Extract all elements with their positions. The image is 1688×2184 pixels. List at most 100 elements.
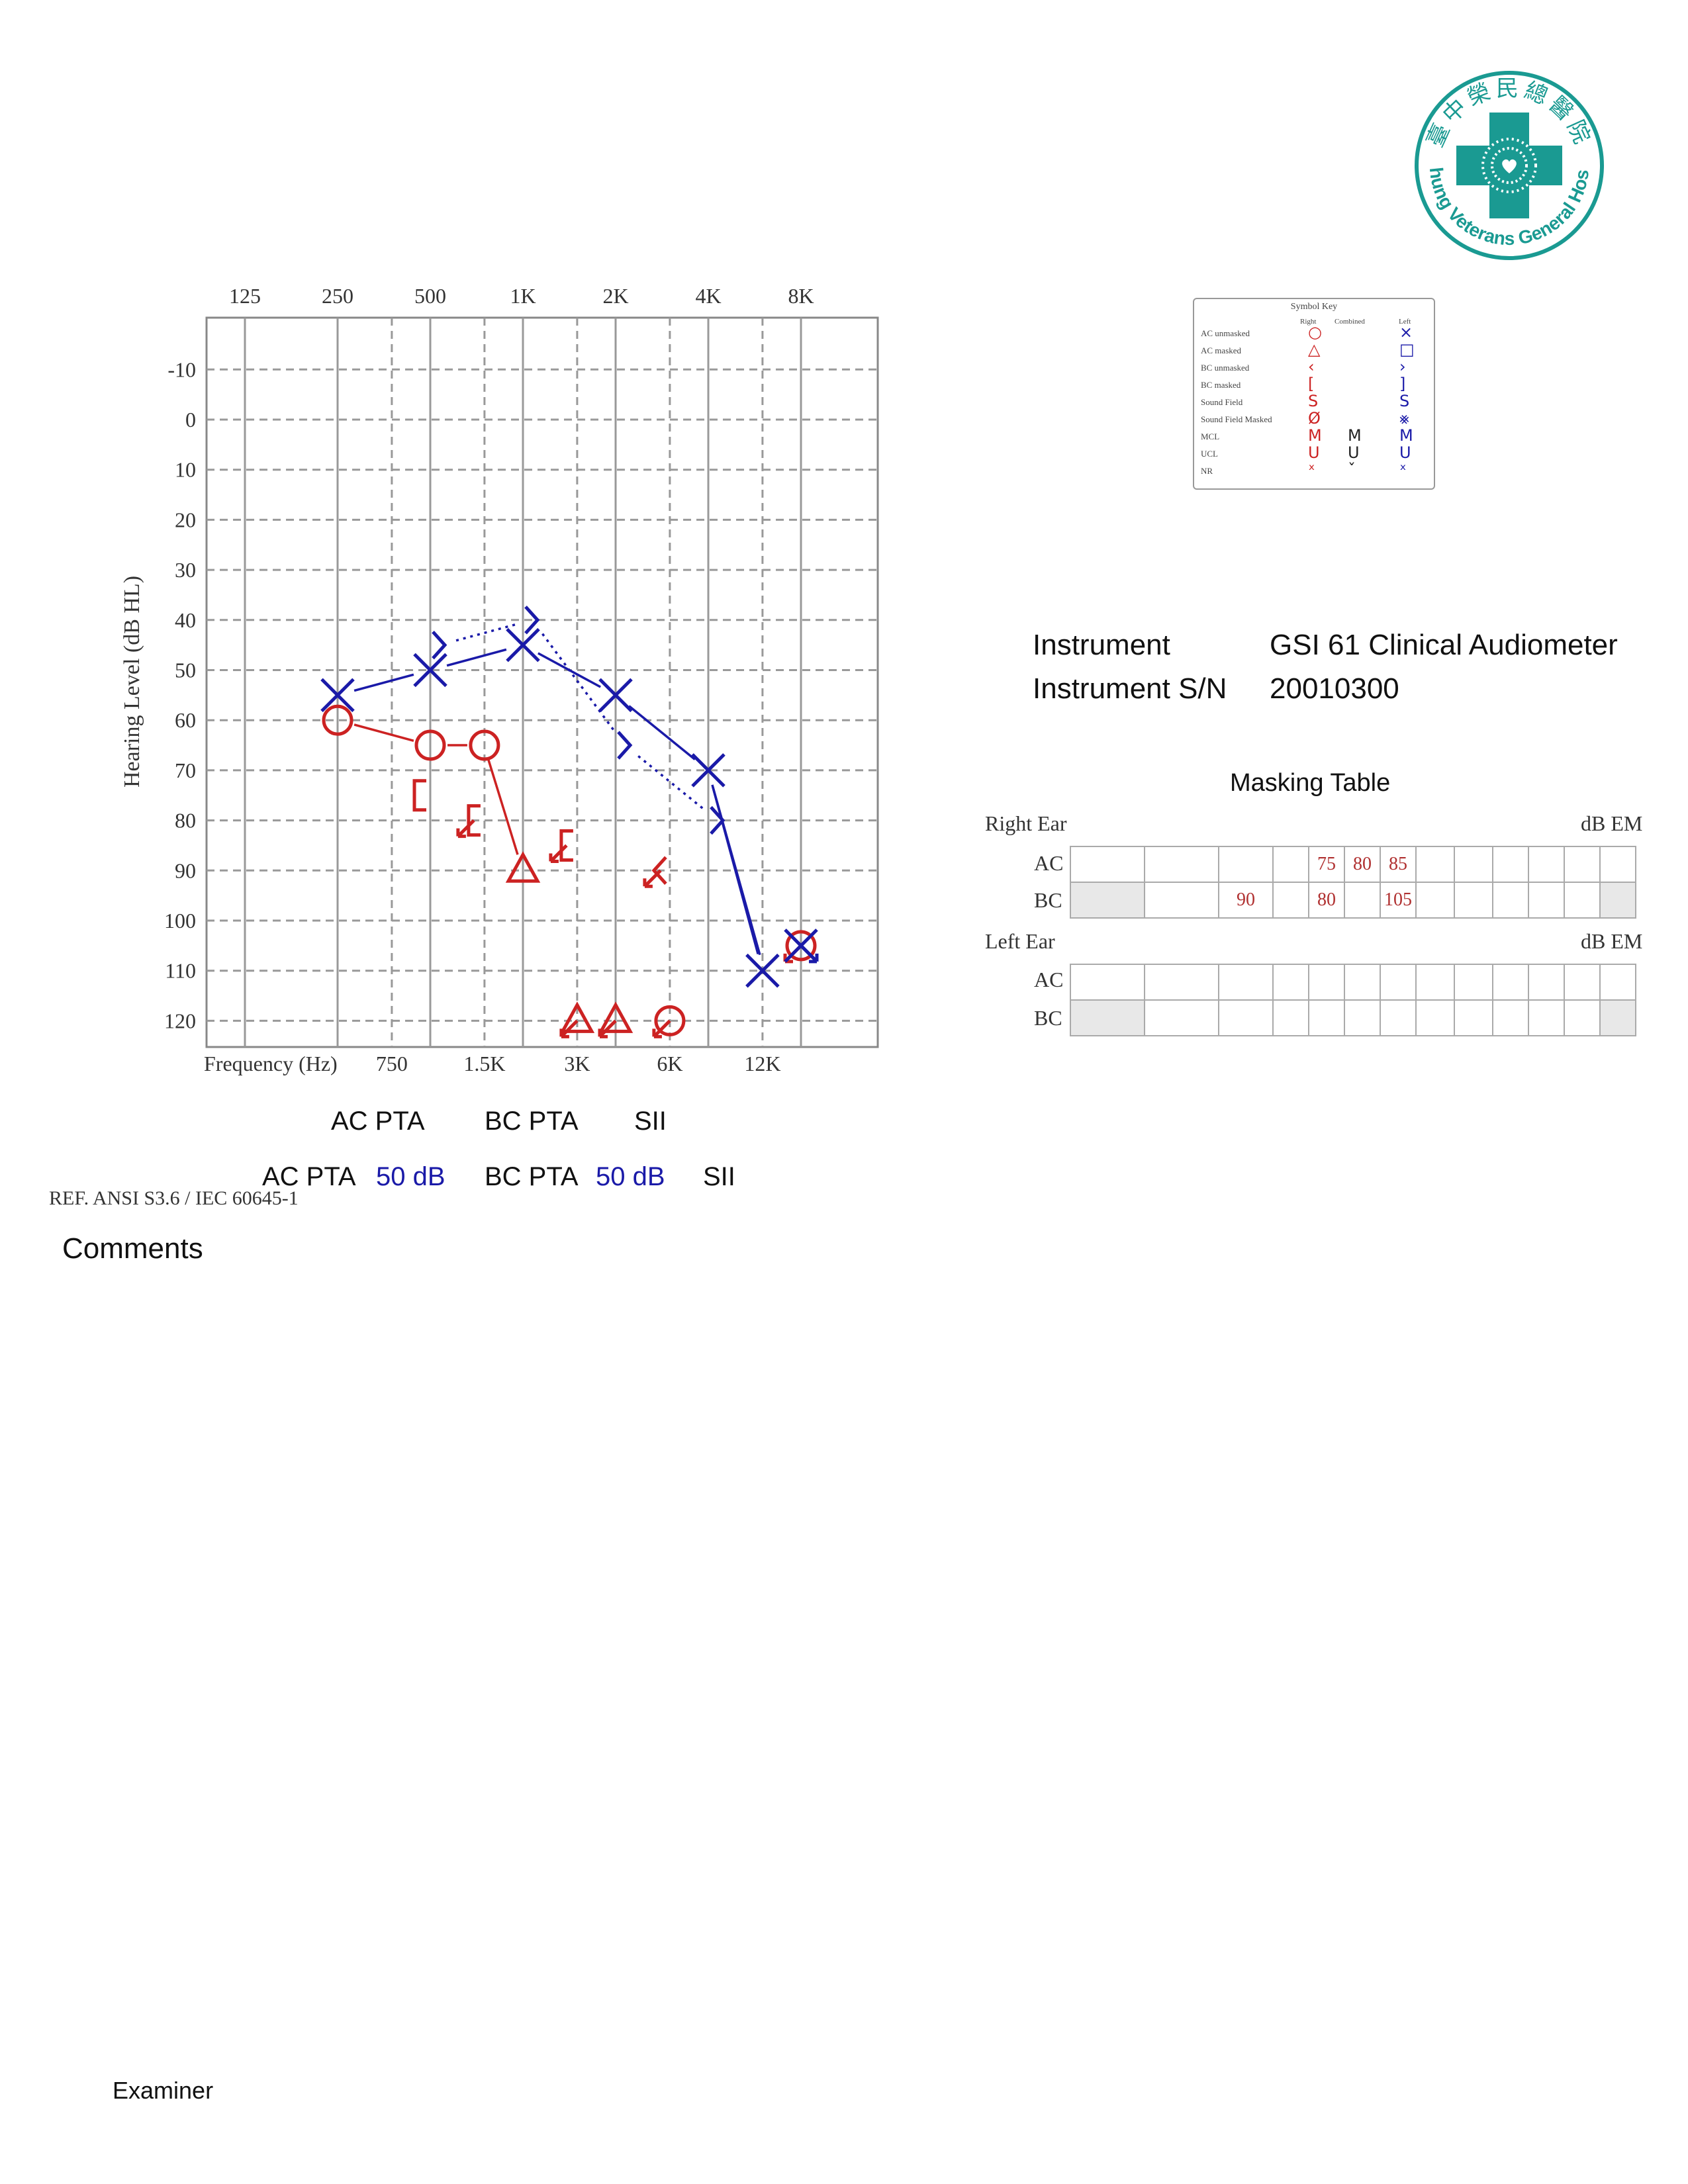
- x-tick-label-bottom: 750: [376, 1052, 408, 1075]
- masking-cell: [1492, 999, 1529, 1036]
- x-tick-label-top: 500: [414, 284, 446, 308]
- masking-cell: [1415, 964, 1455, 1001]
- masking-cell: [1144, 999, 1219, 1036]
- symbol-key-combined-symbol: ˇ: [1348, 461, 1356, 479]
- y-tick-label: 70: [175, 758, 196, 782]
- no-response-arrow: [559, 1019, 579, 1038]
- symbol-key: Symbol Key Right Combined Left AC unmask…: [1193, 298, 1435, 490]
- ac-unmasked-point: [785, 930, 817, 962]
- masking-cell: [1144, 964, 1219, 1001]
- bc-left-point: [524, 606, 540, 635]
- pta-ac-label-top: AC PTA: [331, 1107, 425, 1136]
- masking-cell: [1492, 964, 1529, 1001]
- series-connector: [353, 723, 414, 742]
- symbol-key-left-symbol: ×: [1399, 323, 1413, 341]
- masking-cell: [1415, 846, 1455, 883]
- no-response-arrow: [456, 819, 475, 839]
- instrument-label: Instrument: [1033, 629, 1170, 661]
- series-connector: [487, 759, 519, 855]
- symbol-key-left-symbol: □: [1399, 340, 1415, 359]
- instrument-sn-label: Instrument S/N: [1033, 672, 1227, 705]
- masking-cell: [1308, 964, 1345, 1001]
- symbol-key-right-symbol: ˣ: [1308, 461, 1315, 479]
- symbol-key-row-label: BC masked: [1201, 380, 1241, 390]
- left-bc-row: [1070, 999, 1636, 1036]
- examiner-label: Examiner: [113, 2077, 214, 2104]
- pta-ac-label: AC PTA: [262, 1162, 356, 1191]
- x-tick-label-top: 4K: [695, 284, 721, 308]
- left-bc-label: BC: [1034, 1006, 1062, 1030]
- masking-cell: [1144, 882, 1219, 919]
- masking-cell: [1599, 846, 1636, 883]
- series-connector: [353, 673, 414, 692]
- ac-masked-point: [559, 1001, 595, 1033]
- symbol-key-combined-symbol: U: [1348, 443, 1360, 462]
- masking-cell: [1272, 882, 1309, 919]
- masking-cell: [1599, 999, 1636, 1036]
- y-tick-label: 0: [185, 408, 196, 432]
- symbol-key-row-label: Sound Field Masked: [1201, 414, 1272, 424]
- x-tick-label-top: 250: [322, 284, 353, 308]
- masking-table-title: Masking Table: [1230, 769, 1391, 797]
- symbol-key-left-symbol: M: [1399, 426, 1413, 445]
- masking-cell: 80: [1344, 846, 1381, 883]
- symbol-key-left-symbol: S: [1399, 392, 1410, 410]
- left-ear-masking-table: [1070, 964, 1636, 1036]
- right-ear-label: Right Ear: [985, 811, 1067, 835]
- symbol-key-left-symbol: ›: [1399, 357, 1406, 376]
- ac-left-point: [745, 953, 780, 988]
- no-response-arrow: [800, 944, 819, 964]
- ac-masked-point: [505, 851, 541, 883]
- ac-unmasked-point: [469, 729, 500, 761]
- masking-cell: [1492, 882, 1529, 919]
- symbol-key-col-left: Left: [1399, 318, 1411, 326]
- masking-cell: 90: [1218, 882, 1274, 919]
- ac-left-point: [320, 678, 355, 713]
- symbol-key-row-label: UCL: [1201, 449, 1218, 459]
- masking-cell: [1564, 964, 1601, 1001]
- series-connector: [446, 648, 507, 667]
- masking-cell: [1070, 846, 1145, 883]
- masking-cell: [1454, 882, 1493, 919]
- pta-bc-label: BC PTA: [485, 1162, 579, 1191]
- masking-cell: [1272, 846, 1309, 883]
- y-axis-label: Hearing Level (dB HL): [120, 576, 144, 788]
- ac-unmasked-point: [322, 704, 353, 736]
- y-tick-label: 50: [175, 659, 196, 682]
- x-tick-label-bottom: 6K: [657, 1052, 682, 1075]
- no-response-arrow: [643, 869, 662, 888]
- right-bc-label: BC: [1034, 888, 1062, 912]
- right-ear-unit: dB EM: [1581, 811, 1643, 835]
- masking-cell: [1144, 846, 1219, 883]
- no-response-arrow: [652, 1019, 671, 1038]
- symbol-key-col-right: Right: [1300, 318, 1317, 326]
- y-tick-label: 120: [164, 1009, 196, 1032]
- masking-cell: [1528, 846, 1565, 883]
- masking-cell: [1070, 882, 1145, 919]
- x-tick-label-top: 1K: [510, 284, 536, 308]
- masking-cell: [1218, 846, 1274, 883]
- y-tick-label: 60: [175, 708, 196, 732]
- symbol-key-left-symbol: ˣ: [1399, 461, 1407, 479]
- pta-bc-label-top: BC PTA: [485, 1107, 579, 1136]
- x-tick-label-bottom: 1.5K: [463, 1052, 505, 1075]
- bc-masked-right-point: [412, 779, 426, 812]
- left-ear-unit: dB EM: [1581, 929, 1643, 953]
- ac-left-point: [506, 627, 540, 662]
- masking-cell: [1218, 964, 1274, 1001]
- masking-cell: [1528, 882, 1565, 919]
- masking-cell: [1528, 999, 1565, 1036]
- masking-cell: 105: [1380, 882, 1417, 919]
- y-tick-label: 110: [165, 959, 196, 983]
- symbol-key-row-label: NR: [1201, 466, 1213, 476]
- masking-cell: [1564, 882, 1601, 919]
- symbol-key-right-symbol: ‹: [1308, 357, 1315, 376]
- logo-cross-icon: [1456, 113, 1562, 218]
- symbol-key-left-symbol: ]: [1399, 375, 1406, 393]
- left-ac-row: [1070, 964, 1636, 1001]
- symbol-key-right-symbol: [: [1308, 375, 1315, 393]
- series-connector: [711, 784, 761, 956]
- x-tick-label-top: 8K: [788, 284, 814, 308]
- masking-cell: [1380, 999, 1417, 1036]
- ac-left-point: [598, 678, 633, 713]
